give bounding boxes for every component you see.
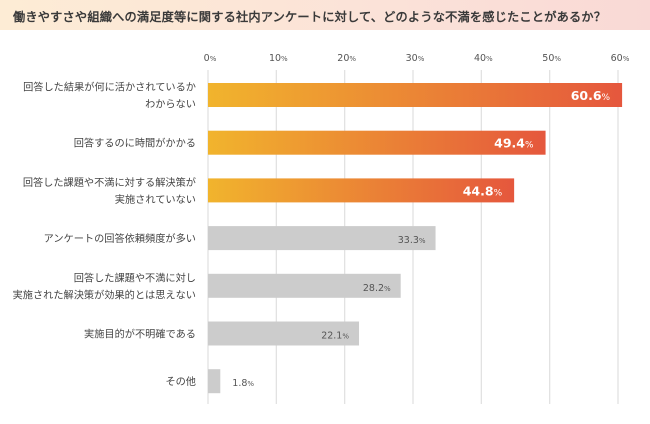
category-label: 回答した結果が何に活かされているか bbox=[23, 81, 196, 94]
x-tick-label: 40% bbox=[474, 53, 493, 64]
x-axis-ticks: 0% 10% 20% 30% 40% 50% 60% bbox=[204, 53, 630, 64]
x-tick-label: 10% bbox=[269, 53, 288, 64]
value-label: 60.6% bbox=[571, 88, 611, 103]
title-band: 働きやすさや組織への満足度等に関する社内アンケートに対して、どのような不満を感じ… bbox=[0, 0, 650, 30]
bar bbox=[208, 130, 546, 155]
bar bbox=[208, 83, 623, 107]
value-labels: 60.6% 49.4% 44.8% 33.3% 28.2% 22.1% 1.8% bbox=[232, 88, 610, 389]
category-label: 実施された解決策が効果的とは思えない bbox=[13, 288, 196, 301]
x-tick-label: 50% bbox=[542, 53, 561, 64]
x-tick-label: 0% bbox=[204, 53, 217, 64]
x-tick-label: 60% bbox=[611, 53, 630, 64]
category-label: アンケートの回答依頼頻度が多い bbox=[44, 232, 196, 245]
chart-title: 働きやすさや組織への満足度等に関する社内アンケートに対して、どのような不満を感じ… bbox=[13, 10, 607, 24]
value-label: 28.2% bbox=[363, 283, 391, 294]
category-label: 実施目的が不明確である bbox=[84, 328, 196, 341]
value-label: 1.8% bbox=[232, 378, 254, 389]
bar bbox=[208, 178, 515, 203]
category-label: 回答した課題や不満に対し bbox=[74, 271, 196, 284]
x-tick-label: 30% bbox=[406, 53, 425, 64]
bars bbox=[208, 83, 623, 394]
x-tick-label: 20% bbox=[337, 53, 356, 64]
category-label: 回答した課題や不満に対する解決策が bbox=[23, 176, 196, 189]
category-label: わからない bbox=[145, 99, 196, 111]
category-label: その他 bbox=[165, 375, 196, 388]
category-label: 回答するのに時間がかかる bbox=[74, 137, 196, 150]
bar bbox=[208, 226, 436, 251]
bar bbox=[208, 273, 401, 298]
value-label: 44.8% bbox=[463, 183, 503, 198]
value-label: 33.3% bbox=[398, 235, 426, 246]
category-label: 実施されていない bbox=[115, 193, 196, 206]
category-labels: 回答した結果が何に活かされているかわからない回答するのに時間がかかる回答した課題… bbox=[13, 81, 196, 389]
value-label: 22.1% bbox=[321, 331, 349, 342]
bar bbox=[208, 321, 360, 346]
bar bbox=[208, 369, 221, 394]
value-label: 49.4% bbox=[494, 136, 534, 151]
